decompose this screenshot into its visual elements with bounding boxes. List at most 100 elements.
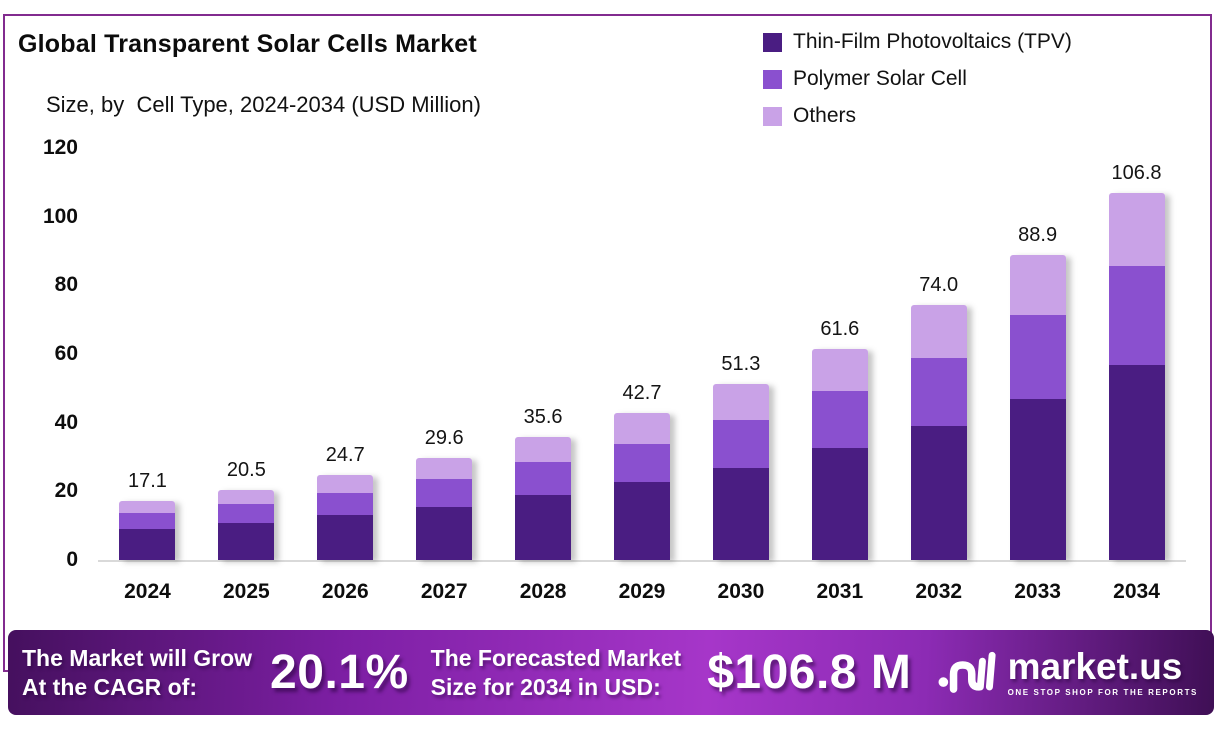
- bar-segment-others: [712, 384, 769, 420]
- bar-group-2031: 61.6: [790, 148, 889, 560]
- x-label-2026: 2026: [321, 580, 369, 603]
- legend-label: Polymer Solar Cell: [793, 67, 967, 90]
- bar-segment-polymer-solar-cell: [910, 358, 967, 426]
- bar-stack: [218, 490, 275, 560]
- bar-segment-thin-film-photovoltaics-tpv: [1009, 399, 1066, 560]
- forecast-value: $106.8 M: [707, 646, 912, 699]
- bar-segment-others: [811, 349, 868, 391]
- bar-segment-thin-film-photovoltaics-tpv: [712, 468, 769, 560]
- bar-total-label: 20.5: [226, 459, 266, 481]
- x-label-2025: 2025: [223, 580, 270, 603]
- x-label-2027: 2027: [420, 580, 468, 603]
- bar-segment-thin-film-photovoltaics-tpv: [119, 529, 176, 560]
- bar-segment-polymer-solar-cell: [218, 504, 275, 523]
- bar-segment-others: [218, 490, 275, 504]
- bar-segment-polymer-solar-cell: [1108, 266, 1165, 365]
- bar-total-label: 51.3: [721, 353, 761, 375]
- x-label-2029: 2029: [618, 580, 666, 603]
- y-tick-120: 120: [42, 136, 78, 159]
- page-title: Global Transparent Solar Cells Market: [18, 30, 477, 58]
- bar-segment-polymer-solar-cell: [811, 391, 868, 448]
- bar-group-2026: 24.7: [296, 148, 395, 560]
- x-label-2034: 2034: [1113, 580, 1160, 603]
- y-tick-40: 40: [54, 410, 78, 434]
- cagr-caption-line2: At the CAGR of:: [22, 673, 198, 700]
- bar-segment-thin-film-photovoltaics-tpv: [910, 426, 967, 560]
- bar-segment-polymer-solar-cell: [515, 462, 572, 495]
- bar-total-label: 74.0: [919, 274, 959, 296]
- bar-segment-polymer-solar-cell: [119, 513, 176, 529]
- bar-total-label: 42.7: [622, 382, 662, 404]
- footer-banner: The Market will Grow At the CAGR of: 20.…: [8, 630, 1214, 715]
- bar-stack: [119, 501, 176, 560]
- bar-stack: [317, 475, 374, 560]
- market-us-logo: market.us ONE STOP SHOP FOR THE REPORTS: [938, 645, 1198, 701]
- bar-stack: [910, 305, 967, 560]
- bar-total-label: 24.7: [325, 444, 365, 466]
- forecast-caption-line2: Size for 2034 in USD:: [430, 673, 661, 700]
- bar-segment-polymer-solar-cell: [712, 420, 769, 468]
- legend-swatch-icon: [763, 32, 782, 52]
- legend-label: Thin-Film Photovoltaics (TPV): [793, 30, 1072, 53]
- bar-segment-thin-film-photovoltaics-tpv: [613, 482, 670, 560]
- bar-stack: [1108, 193, 1165, 560]
- market-us-pulse-icon: [938, 651, 996, 693]
- bar-segment-thin-film-photovoltaics-tpv: [515, 495, 572, 560]
- bar-group-2024: 17.1: [98, 148, 197, 560]
- bar-segment-thin-film-photovoltaics-tpv: [317, 515, 374, 560]
- logo-text-block: market.us ONE STOP SHOP FOR THE REPORTS: [1008, 648, 1198, 697]
- x-axis-labels: 2024 2025 2026 2027 2028 2029 2030 2031 2032 2033…: [98, 580, 1186, 604]
- bar-segment-thin-film-photovoltaics-tpv: [218, 523, 275, 560]
- bar-segment-polymer-solar-cell: [1009, 315, 1066, 399]
- bar-stack: [613, 413, 670, 560]
- bar-segment-polymer-solar-cell: [613, 444, 670, 482]
- bar-segment-others: [119, 501, 176, 513]
- x-label-2030: 2030: [717, 580, 765, 603]
- legend-item-3: Others: [763, 104, 1072, 128]
- x-label-2031: 2031: [816, 580, 864, 603]
- y-tick-60: 60: [54, 342, 78, 365]
- bar-segment-others: [613, 413, 670, 444]
- bar-group-2034: 106.8: [1087, 148, 1186, 560]
- forecast-caption: The Forecasted Market Size for 2034 in U…: [431, 644, 682, 702]
- bar-segment-others: [317, 475, 374, 493]
- cagr-value: 20.1%: [270, 646, 409, 699]
- forecast-caption-line1: The Forecasted Market: [430, 644, 682, 671]
- bar-segment-thin-film-photovoltaics-tpv: [1108, 365, 1165, 560]
- bar-total-label: 88.9: [1018, 224, 1058, 246]
- bar-segment-thin-film-photovoltaics-tpv: [811, 448, 868, 560]
- bar-total-label: 61.6: [820, 318, 860, 340]
- legend-swatch-icon: [763, 69, 782, 89]
- logo-tagline: ONE STOP SHOP FOR THE REPORTS: [1007, 688, 1198, 697]
- page-subtitle: Size, by Cell Type, 2024-2034 (USD Milli…: [46, 92, 481, 117]
- x-label-2028: 2028: [519, 580, 567, 603]
- logo-name: market.us: [1007, 646, 1183, 687]
- x-label-2033: 2033: [1014, 580, 1061, 603]
- cagr-caption: The Market will Grow At the CAGR of:: [22, 644, 252, 702]
- y-tick-0: 0: [66, 548, 78, 571]
- bar-segment-others: [515, 437, 572, 462]
- chart-legend: Thin-Film Photovoltaics (TPV) Polymer Sol…: [763, 30, 1072, 128]
- bar-total-label: 17.1: [127, 470, 167, 492]
- x-label-2024: 2024: [124, 580, 171, 603]
- bar-segment-thin-film-photovoltaics-tpv: [416, 507, 473, 560]
- bar-group-2033: 88.9: [988, 148, 1087, 560]
- bar-segment-others: [1009, 255, 1066, 315]
- y-tick-80: 80: [54, 273, 78, 297]
- bar-stack: [416, 458, 473, 560]
- legend-label: Others: [793, 104, 857, 127]
- bar-segment-polymer-solar-cell: [416, 479, 473, 507]
- bar-segment-others: [910, 305, 967, 358]
- bar-stack: [1009, 255, 1066, 560]
- bar-group-2029: 42.7: [593, 148, 692, 560]
- x-axis-line: [98, 560, 1186, 562]
- legend-item-2: Polymer Solar Cell: [763, 67, 1072, 91]
- bar-total-label: 106.8: [1111, 162, 1162, 184]
- bar-group-2032: 74.0: [889, 148, 988, 560]
- bar-segment-polymer-solar-cell: [317, 493, 374, 515]
- cagr-caption-line1: The Market will Grow: [22, 644, 253, 671]
- y-tick-100: 100: [42, 204, 78, 228]
- bar-group-2027: 29.6: [395, 148, 494, 560]
- bar-stack: [712, 384, 769, 560]
- bar-group-2025: 20.5: [197, 148, 296, 560]
